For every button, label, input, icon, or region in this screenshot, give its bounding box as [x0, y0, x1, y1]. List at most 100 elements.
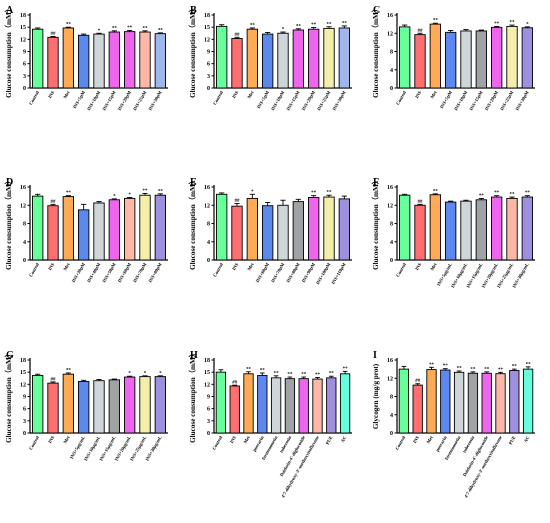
x-tick-label: INS+10μM	[86, 89, 102, 111]
significance-label: **	[127, 26, 133, 31]
y-axis-label: Glucose consumption（mM）	[4, 350, 13, 443]
y-axis-label: Glucose consumption（mM）	[188, 5, 197, 98]
bar	[32, 28, 44, 89]
y-tick-label: 9	[23, 395, 26, 401]
bar	[108, 199, 120, 261]
bar	[440, 369, 451, 434]
significance-label: **	[510, 21, 516, 26]
x-tick-label: INS+5μg/mL	[436, 262, 453, 287]
bar	[108, 379, 120, 434]
y-tick-label: 9	[207, 395, 210, 401]
x-tick-label: PUE	[508, 435, 517, 445]
x-tick-label: INS+5μM	[72, 89, 86, 109]
y-axis-label: Glycogen (mg/g prot)	[372, 363, 380, 429]
bar	[277, 32, 289, 89]
y-tick-label: 12	[20, 382, 26, 388]
bar	[139, 376, 151, 434]
y-tick-label: 16	[20, 185, 26, 191]
y-tick-label: 16	[387, 13, 393, 19]
significance-label: **	[479, 194, 485, 199]
significance-label: **	[512, 365, 518, 370]
x-tick-label: INS	[231, 262, 239, 272]
y-tick-label: 0	[207, 258, 210, 264]
bar	[339, 373, 351, 434]
bar	[78, 34, 90, 89]
x-tick-label: Met	[429, 90, 438, 100]
bar	[62, 27, 74, 89]
significance-label: *	[159, 371, 162, 376]
bar	[139, 194, 151, 261]
significance-label: **	[246, 367, 252, 372]
bar	[308, 197, 320, 261]
bar	[460, 30, 472, 89]
bar	[93, 380, 105, 434]
x-tick-label: INS+10μM	[453, 89, 469, 111]
bar	[323, 196, 335, 261]
bar	[47, 205, 59, 261]
y-tick-label: 4	[390, 68, 393, 74]
x-tick-label: INS+25μM	[132, 89, 148, 111]
x-tick-label: INS	[231, 90, 239, 100]
bar	[467, 372, 479, 434]
bar	[475, 30, 487, 89]
y-axis-label: Glucose consumption（mM）	[371, 177, 380, 270]
y-tick-label: 12	[20, 203, 26, 209]
significance-label: **	[429, 363, 435, 368]
y-tick-label: 15	[20, 370, 26, 376]
x-tick-label: INS+25μM	[499, 89, 515, 111]
x-tick-label: INS	[47, 262, 55, 272]
bar	[338, 198, 350, 261]
significance-label: **	[433, 19, 439, 24]
y-tick-label: 18	[20, 13, 26, 19]
bar	[215, 371, 227, 434]
x-tick-label: Met	[246, 262, 255, 272]
bar	[495, 373, 506, 434]
x-tick-label: INS+15μM	[285, 89, 301, 111]
x-tick-label: INS+70μM	[132, 261, 148, 283]
y-tick-label: 3	[23, 74, 26, 80]
significance-label: ##	[51, 32, 57, 37]
significance-label: ##	[415, 379, 421, 384]
x-tick-label: INS+30μM	[331, 89, 347, 111]
x-tick-label: INS+30μM	[514, 89, 530, 111]
bar	[292, 201, 304, 261]
panel-letter: G	[6, 350, 14, 361]
x-tick-label: INS+50μM	[101, 261, 117, 283]
bar	[491, 26, 503, 89]
x-tick-label: INS	[414, 262, 422, 272]
panel-letter: B	[190, 5, 197, 16]
y-tick-label: 0	[207, 431, 210, 437]
significance-label: **	[296, 24, 302, 29]
y-tick-label: 8	[207, 222, 210, 228]
y-tick-label: 12	[20, 37, 26, 43]
bar	[262, 205, 274, 261]
y-tick-label: 12	[387, 203, 393, 209]
x-tick-label: Control	[395, 89, 407, 105]
significance-label: **	[158, 189, 164, 194]
significance-label: **	[494, 191, 500, 196]
bar	[426, 369, 437, 434]
x-tick-label: INS+30μM	[71, 261, 87, 283]
bar	[154, 194, 166, 261]
significance-label: ##	[418, 200, 424, 205]
y-tick-label: 6	[207, 62, 210, 68]
significance-label: **	[143, 189, 149, 194]
panel-letter: F	[373, 177, 379, 188]
bar	[108, 31, 120, 89]
bar	[453, 371, 465, 434]
bar	[246, 28, 258, 89]
bar	[399, 26, 411, 89]
bar	[124, 197, 136, 261]
x-tick-label: INS+80μM	[285, 261, 301, 283]
x-tick-label: INS+30μM	[147, 89, 163, 111]
bar	[521, 196, 533, 261]
bar	[509, 370, 520, 434]
bar	[326, 377, 337, 434]
significance-label: ##	[232, 381, 238, 386]
bar	[262, 33, 274, 89]
x-tick-label: INS+30μg/mL	[144, 435, 162, 462]
bar	[312, 378, 323, 434]
